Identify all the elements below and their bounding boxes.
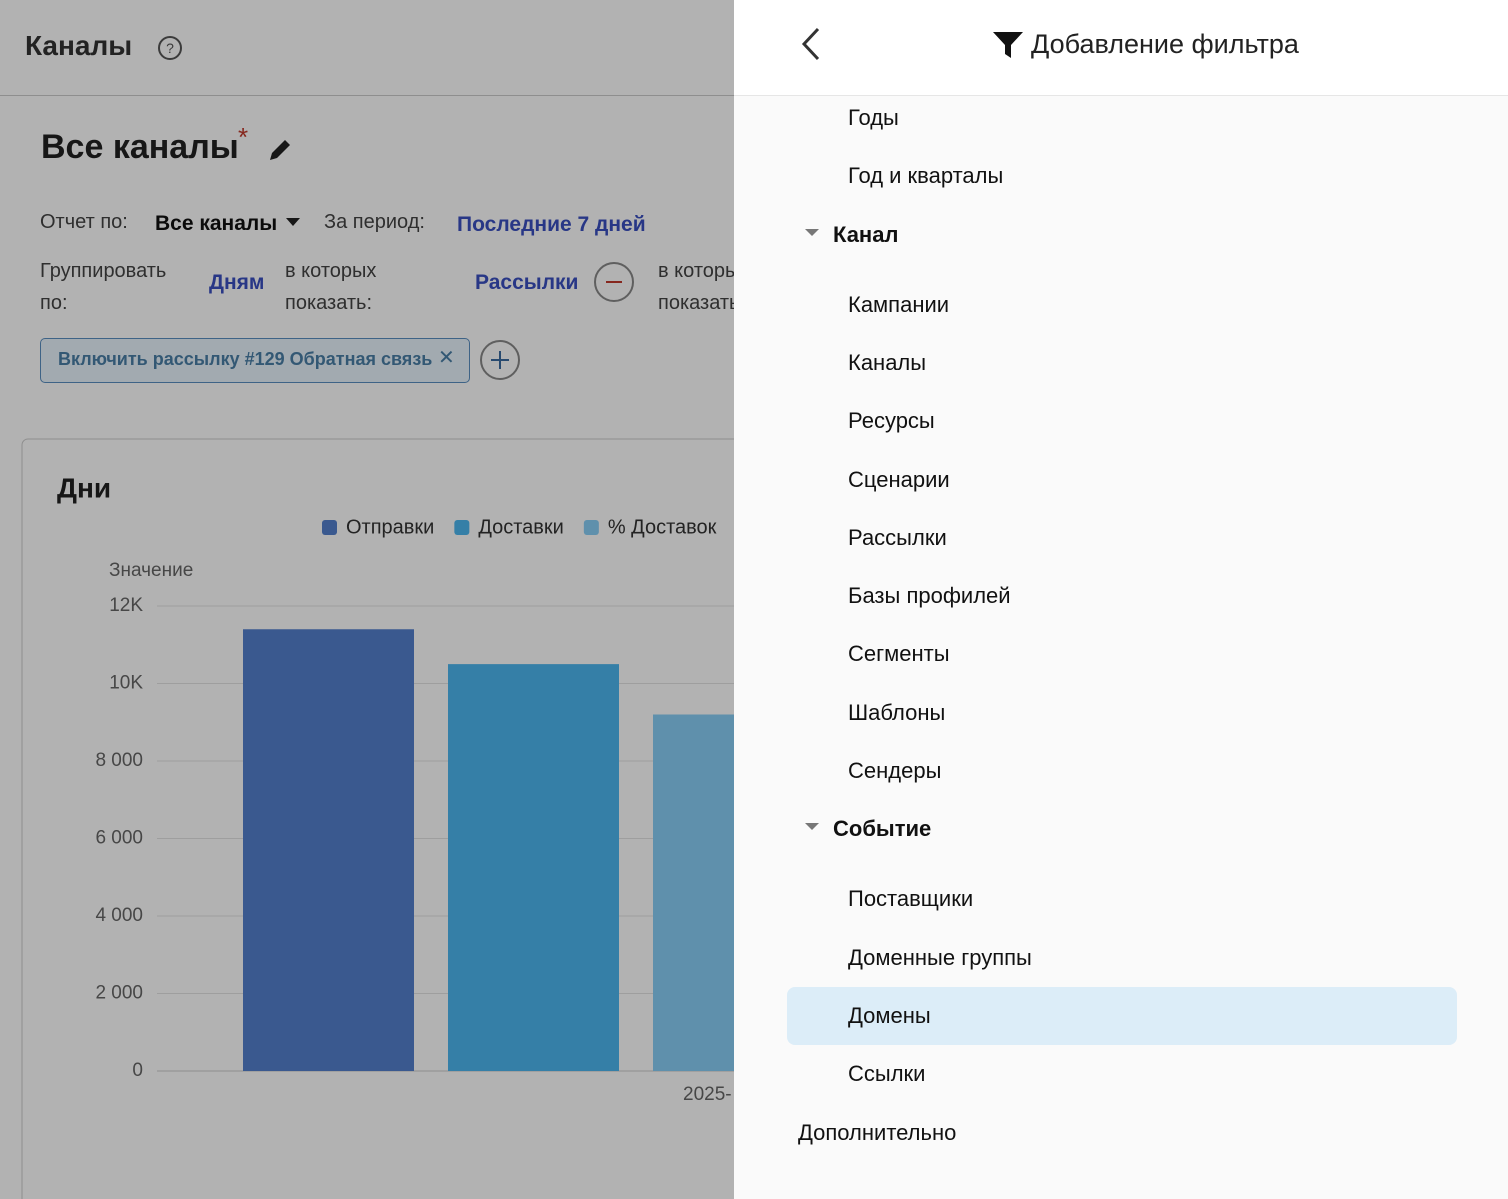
filter-chip[interactable] [40, 338, 470, 383]
period-label: За период: [324, 211, 425, 233]
filter-group[interactable]: Событие [833, 816, 932, 842]
svg-text:?: ? [166, 40, 174, 56]
show-value[interactable]: Рассылки [475, 271, 579, 294]
group-label: Группировать по: [40, 260, 167, 314]
group-value[interactable]: Дням [209, 271, 265, 294]
filter-item[interactable]: Домены [848, 1002, 931, 1028]
chip-close[interactable]: ✕ [438, 347, 455, 369]
filter-item[interactable]: Доменные группы [848, 944, 1032, 970]
help-icon[interactable]: ? [157, 35, 183, 61]
remove-button[interactable] [593, 261, 635, 303]
report-title: Все каналы [41, 128, 239, 166]
chart-title: Дни [57, 472, 111, 503]
report-by-value[interactable]: Все каналы [155, 212, 278, 235]
y-tick-label: 12K [109, 595, 143, 616]
edit-icon[interactable] [266, 136, 294, 164]
add-filter-button[interactable] [479, 339, 521, 381]
chip-text: Включить рассылку #129 Обратная связь [58, 349, 433, 369]
y-axis-label: Значение [109, 560, 193, 581]
page-title: Каналы [25, 30, 133, 61]
y-tick-label: 0 [132, 1060, 143, 1081]
required-mark: * [238, 122, 249, 152]
y-tick-label: 10K [109, 673, 143, 694]
back-button[interactable] [796, 26, 826, 62]
filter-item[interactable]: Ресурсы [848, 408, 935, 434]
filter-item[interactable]: Каналы [848, 349, 927, 375]
filter-item[interactable]: Сендеры [848, 758, 942, 783]
y-tick-label: 6 000 [95, 828, 143, 849]
filter-icon [993, 32, 1023, 58]
filter-drawer: Добавление фильтра Годы Год и кварталы Кан… [734, 0, 1508, 1199]
selected-highlight [787, 986, 1457, 1045]
top-bar [0, 0, 734, 96]
x-tick-label: 2025- [683, 1084, 732, 1105]
legend-swatch [322, 520, 337, 535]
y-tick-label: 4 000 [95, 905, 143, 926]
filter-item[interactable]: Кампании [848, 291, 950, 317]
show-label: в которых показать: [285, 260, 377, 314]
drawer-title: Добавление фильтра [1031, 29, 1299, 59]
legend-swatch [454, 520, 470, 535]
show-label-2: в которых показать: [658, 260, 750, 314]
filter-list: Годы Год и кварталы Канал Кампании Каналы Рес… [734, 0, 1508, 1199]
filter-item[interactable]: Рассылки [848, 524, 947, 550]
legend-label: % Доставок [608, 516, 717, 538]
dropdown-arrow[interactable] [285, 217, 301, 227]
legend-label: Отправки [346, 516, 434, 538]
bar [243, 629, 414, 1071]
expand-arrow[interactable] [804, 822, 820, 832]
filter-item[interactable]: Шаблоны [848, 699, 946, 725]
expand-arrow[interactable] [804, 228, 820, 238]
y-tick-label: 8 000 [95, 750, 143, 771]
filter-item[interactable]: Год и кварталы [848, 163, 1004, 189]
filter-item[interactable]: Базы профилей [848, 583, 1011, 609]
y-tick-label: 2 000 [95, 983, 143, 1004]
filter-item[interactable]: Годы [848, 105, 899, 130]
drawer-header [734, 0, 1508, 96]
bar [448, 664, 619, 1071]
legend-swatch [583, 520, 599, 535]
filter-item[interactable]: Поставщики [848, 886, 974, 912]
report-by-label: Отчет по: [40, 211, 128, 233]
legend-label: Доставки [478, 516, 564, 538]
filter-item[interactable]: Сегменты [848, 641, 950, 667]
filter-group[interactable]: Канал [833, 221, 899, 247]
filter-item[interactable]: Ссылки [848, 1061, 926, 1087]
period-value[interactable]: Последние 7 дней [457, 213, 646, 236]
filter-item[interactable]: Сценарии [848, 466, 950, 492]
filter-item[interactable]: Дополнительно [798, 1119, 957, 1145]
